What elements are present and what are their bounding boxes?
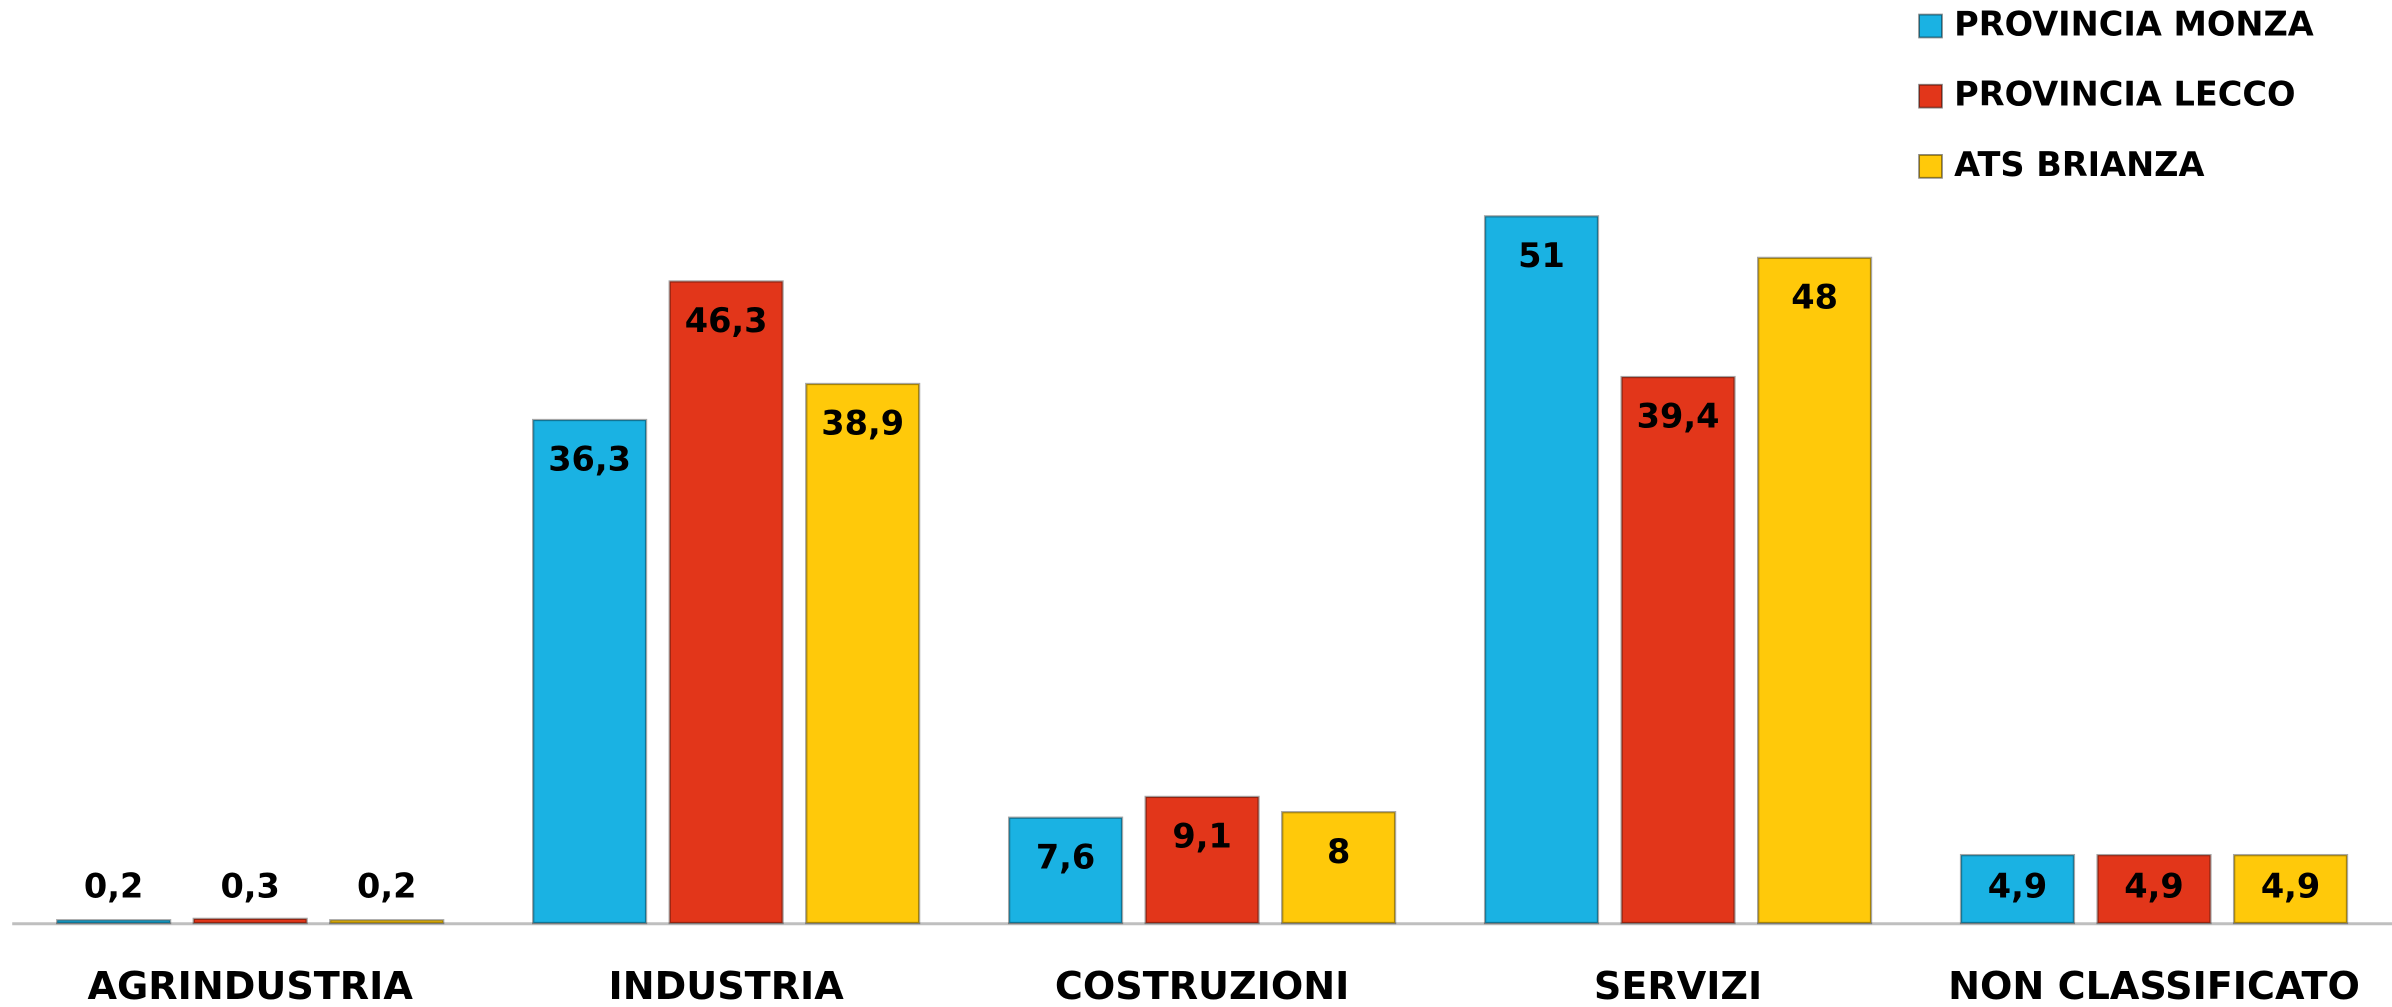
x-tick-label: INDUSTRIA	[609, 964, 845, 1007]
data-label: 8	[1327, 832, 1350, 871]
data-label: 4,9	[2261, 866, 2320, 905]
data-label: 48	[1791, 278, 1838, 317]
data-label: 9,1	[1172, 817, 1231, 856]
bar	[805, 382, 921, 925]
legend-label: PROVINCIA MONZA	[1954, 5, 2314, 44]
x-tick-label: COSTRUZIONI	[1055, 964, 1350, 1007]
bar	[1144, 795, 1260, 925]
data-label: 38,9	[821, 404, 904, 443]
bar	[56, 919, 172, 925]
data-label: 36,3	[548, 440, 631, 479]
bar	[1959, 853, 2076, 925]
data-label: 4,9	[2124, 866, 2183, 905]
data-label: 0,2	[357, 866, 416, 905]
bar	[1483, 215, 1600, 925]
bar	[2232, 853, 2349, 925]
data-label: 7,6	[1036, 837, 1095, 876]
bar	[532, 418, 648, 925]
bar	[192, 917, 308, 925]
legend-label: PROVINCIA LECCO	[1954, 75, 2295, 114]
legend-swatch	[1918, 83, 1943, 109]
bar	[668, 280, 784, 925]
bar	[1757, 256, 1873, 925]
legend-swatch	[1918, 13, 1943, 39]
data-label: 39,4	[1637, 397, 1720, 436]
bar	[329, 919, 445, 925]
data-label: 0,3	[220, 866, 279, 905]
bar	[2096, 853, 2212, 925]
x-tick-label: NON CLASSIFICATO	[1948, 964, 2360, 1007]
data-label: 0,2	[84, 866, 143, 905]
data-label: 4,9	[1988, 866, 2047, 905]
legend-label: ATS BRIANZA	[1954, 145, 2204, 184]
x-tick-label: SERVIZI	[1594, 964, 1762, 1007]
data-label: 51	[1518, 236, 1565, 275]
legend-swatch	[1918, 154, 1943, 179]
bar	[1281, 811, 1397, 925]
data-label: 46,3	[685, 301, 768, 340]
bar	[1007, 816, 1124, 925]
bar	[1620, 375, 1736, 925]
x-tick-label: AGRINDUSTRIA	[87, 964, 413, 1007]
